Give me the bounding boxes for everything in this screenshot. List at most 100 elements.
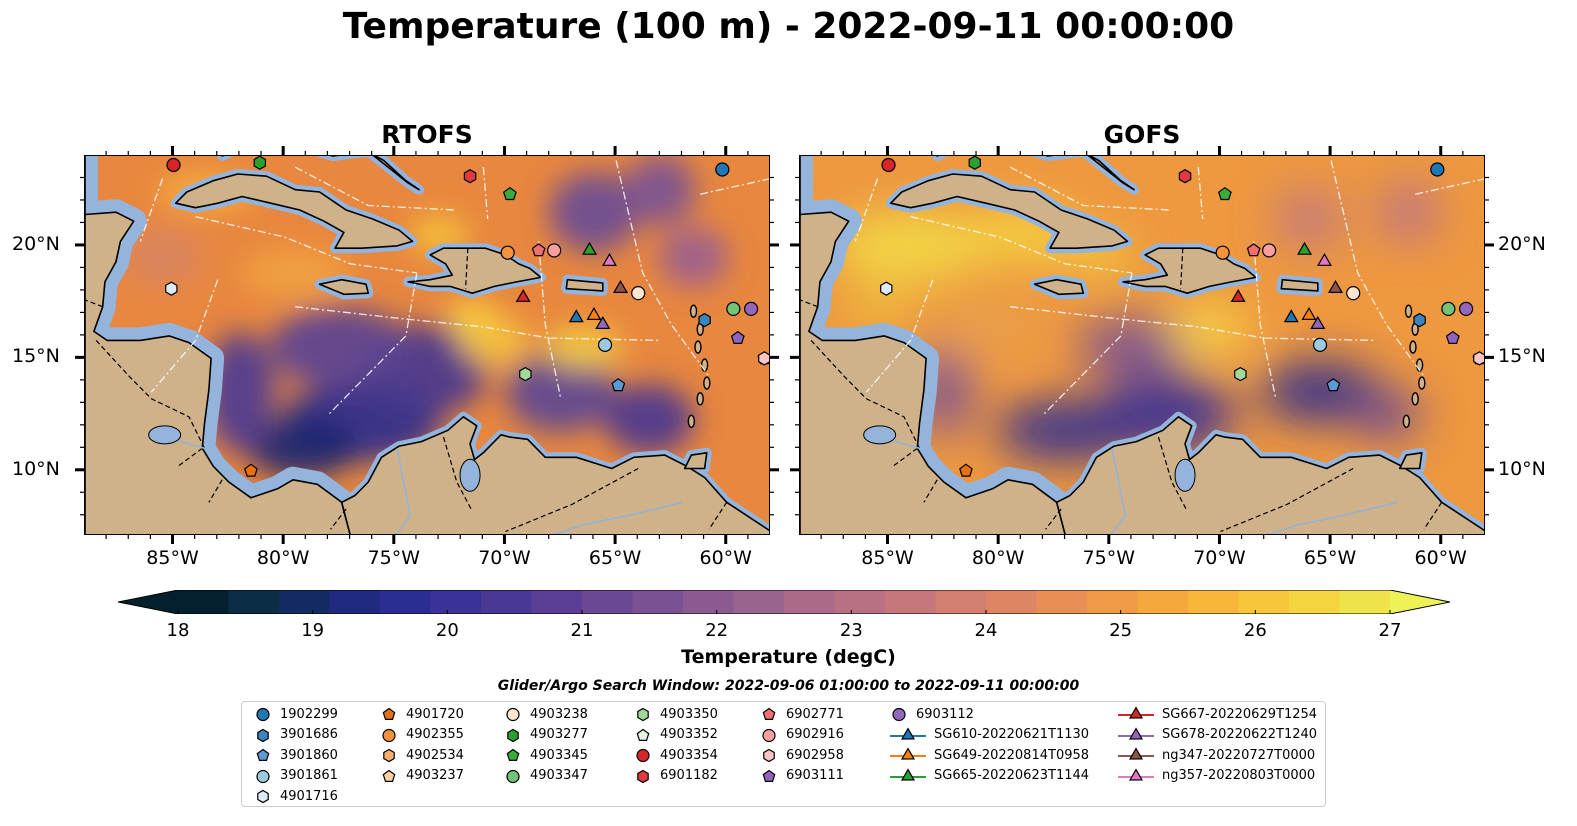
legend-marker[interactable] [763, 748, 775, 763]
platform-marker-4901716[interactable] [880, 281, 893, 296]
platform-marker-1902299[interactable] [715, 162, 730, 177]
platform-marker-6902916[interactable] [1262, 243, 1277, 258]
colorbar-segment [178, 590, 230, 614]
legend-marker[interactable] [636, 748, 650, 763]
platform-marker-6903111[interactable] [1445, 330, 1460, 344]
platform-marker-4903354[interactable] [881, 157, 896, 173]
platform-marker-4901716[interactable] [165, 281, 178, 296]
island [1418, 376, 1426, 390]
platform-marker-4903238[interactable] [631, 286, 646, 301]
legend-marker[interactable] [637, 769, 649, 783]
platform-marker-3901861[interactable] [597, 337, 613, 352]
platform-marker-3901686[interactable] [1413, 312, 1426, 328]
legend-marker[interactable] [762, 769, 776, 782]
platform-marker-SG610-20220621T1130[interactable] [1283, 309, 1299, 323]
legend-marker[interactable] [506, 769, 520, 783]
legend-marker[interactable] [1128, 767, 1144, 781]
legend-marker[interactable] [1128, 747, 1144, 760]
platform-marker-SG678-20220622T1240[interactable] [595, 316, 611, 329]
legend-marker[interactable] [256, 769, 270, 783]
platform-marker-4903277[interactable] [968, 156, 981, 170]
platform-marker-6903111[interactable] [730, 330, 745, 344]
platform-marker-ng357-20220803T0000[interactable] [1316, 252, 1332, 267]
platform-marker-6902958[interactable] [758, 351, 770, 366]
legend-marker-icon [506, 748, 520, 761]
platform-marker-4902355[interactable] [1215, 245, 1230, 260]
platform-marker-SG610-20220621T1130[interactable] [568, 309, 584, 323]
platform-marker-4903350[interactable] [1234, 366, 1247, 382]
legend-marker[interactable] [636, 728, 650, 741]
platform-marker-4903345[interactable] [502, 186, 517, 201]
platform-marker-SG667-20220629T1254[interactable] [515, 288, 531, 302]
legend-marker-icon [890, 767, 926, 781]
platform-marker-4903277[interactable] [253, 156, 266, 170]
legend-marker[interactable] [256, 748, 270, 761]
lake [148, 425, 182, 445]
legend-marker[interactable] [507, 728, 519, 742]
legend-marker[interactable] [762, 707, 776, 720]
platform-marker-6901182[interactable] [463, 169, 477, 184]
platform-marker-6902771[interactable] [531, 243, 546, 257]
legend-marker[interactable] [900, 747, 916, 760]
platform-marker-6903112[interactable] [743, 301, 759, 316]
platform-marker-4902355[interactable] [500, 245, 515, 260]
legend-item: 6902958 [760, 746, 844, 764]
legend-marker[interactable] [900, 767, 916, 781]
legend-marker[interactable] [383, 748, 395, 763]
legend-marker[interactable] [506, 748, 520, 761]
platform-marker-1902299[interactable] [1430, 162, 1445, 177]
platform-marker-SG665-20220623T1144[interactable] [582, 241, 598, 255]
platform-marker-4903347[interactable] [1441, 301, 1456, 316]
platform-marker-4903350[interactable] [519, 366, 532, 382]
platform-marker-4901720[interactable] [244, 463, 258, 477]
legend-marker[interactable] [762, 728, 776, 742]
platform-marker-ng347-20220727T0000[interactable] [1327, 280, 1344, 293]
country-border [1423, 501, 1443, 530]
search-window-caption: Glider/Argo Search Window: 2022-09-06 01… [497, 678, 1080, 694]
platform-marker-4903354[interactable] [166, 157, 181, 173]
legend-marker[interactable] [1128, 726, 1144, 740]
platform-marker-ng357-20220803T0000[interactable] [601, 252, 617, 267]
legend-marker[interactable] [382, 728, 396, 742]
legend-item: 6902771 [760, 705, 844, 723]
platform-marker-SG665-20220623T1144[interactable] [1297, 241, 1313, 255]
eez-boundary [295, 306, 661, 342]
legend-marker[interactable] [900, 726, 916, 740]
platform-marker-4901720[interactable] [959, 463, 973, 477]
platform-marker-SG678-20220622T1240[interactable] [1310, 316, 1326, 329]
platform-marker-6902958[interactable] [1473, 351, 1485, 366]
platform-marker-6902771[interactable] [1246, 243, 1261, 257]
platform-marker-6903112[interactable] [1458, 301, 1474, 316]
legend-marker[interactable] [382, 769, 396, 782]
legend-marker-icon [506, 769, 520, 783]
colorbar-segment [784, 590, 836, 614]
temperature-patch [658, 227, 729, 288]
legend-marker[interactable] [257, 789, 269, 804]
country-border [1220, 467, 1354, 533]
platform-marker-SG649-20220814T0958[interactable] [586, 306, 602, 320]
platform-marker-4903347[interactable] [726, 301, 741, 316]
platform-marker-6901182[interactable] [1178, 169, 1192, 184]
platform-marker-4903238[interactable] [1346, 286, 1361, 301]
legend-marker[interactable] [382, 707, 396, 720]
map-panel-gofs[interactable] [799, 155, 1485, 535]
platform-marker-ng347-20220727T0000[interactable] [612, 280, 629, 293]
legend-marker[interactable] [892, 707, 906, 722]
platform-marker-3901861[interactable] [1312, 337, 1328, 352]
map-panel-rtofs[interactable] [84, 155, 770, 535]
platform-marker-SG649-20220814T0958[interactable] [1301, 306, 1317, 320]
temperature-patch [246, 418, 357, 479]
legend-marker[interactable] [637, 707, 649, 722]
platform-marker-3901860[interactable] [611, 378, 626, 392]
legend-marker[interactable] [257, 728, 269, 742]
legend-marker[interactable] [506, 707, 520, 722]
platform-marker-3901686[interactable] [698, 312, 711, 328]
legend-marker[interactable] [1128, 706, 1144, 719]
platform-marker-6902916[interactable] [547, 243, 562, 258]
platform-marker-3901860[interactable] [1326, 378, 1341, 392]
legend-marker[interactable] [256, 707, 270, 722]
platform-marker-4903345[interactable] [1217, 186, 1232, 201]
river [888, 438, 920, 450]
platform-marker-SG667-20220629T1254[interactable] [1230, 288, 1246, 302]
legend-item: 4903352 [634, 726, 718, 744]
